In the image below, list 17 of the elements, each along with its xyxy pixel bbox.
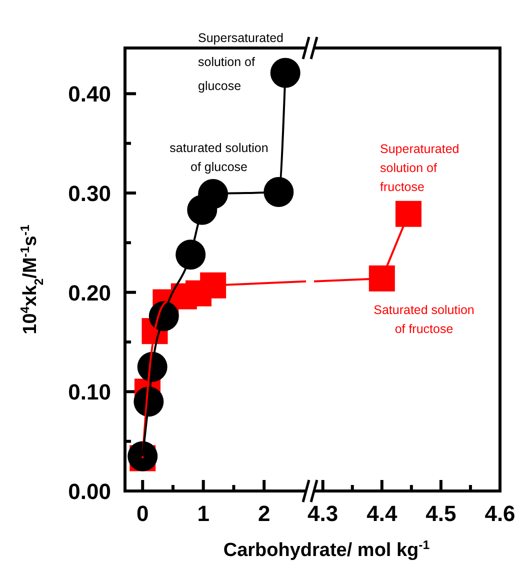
annotation: saturated solution of glucose — [170, 141, 268, 174]
x-axis-title: Carbohydrate/ mol kg$^{-1}$ — [223, 538, 430, 561]
annotation: Supersaturated solution of glucose — [198, 31, 284, 93]
y-tick-label: 0.20 — [68, 280, 111, 306]
x-tick-label: 0 — [136, 501, 149, 526]
x-tick-label: 2 — [258, 501, 270, 526]
y-tick-label: 0.30 — [68, 181, 111, 206]
y-tick-label: 0.10 — [68, 380, 111, 405]
y-tick-label: 0.40 — [68, 82, 111, 107]
y-tick-label: 0.00 — [68, 479, 111, 504]
x-tick-label: 4.6 — [484, 501, 516, 526]
annotation: Superaturated solution of fructose — [380, 142, 460, 194]
annotation: Saturated solution of fructose — [374, 303, 474, 336]
x-tick-label: 1 — [197, 501, 210, 526]
x-tick-label: 4.5 — [426, 501, 456, 526]
x-tick-label: 4.3 — [308, 501, 338, 526]
x-tick-label: 4.4 — [366, 501, 398, 526]
